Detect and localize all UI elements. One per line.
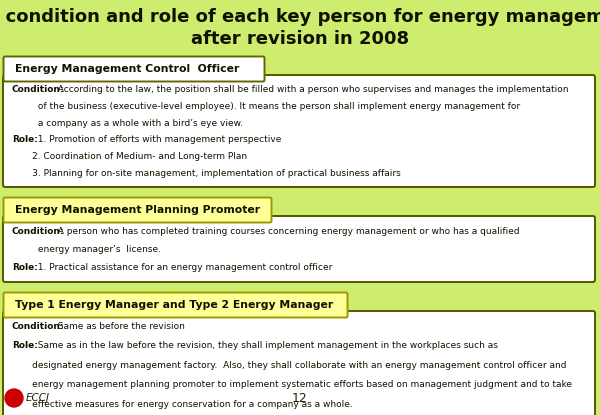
- Text: Condition:: Condition:: [12, 322, 65, 331]
- Text: Energy Management Control  Officer: Energy Management Control Officer: [15, 64, 239, 74]
- Text: after revision in 2008: after revision in 2008: [191, 30, 409, 48]
- Text: ECCJ: ECCJ: [26, 393, 50, 403]
- Text: Role:: Role:: [12, 136, 38, 144]
- FancyBboxPatch shape: [4, 56, 265, 81]
- Text: 3. Planning for on-site management, implementation of practical business affairs: 3. Planning for on-site management, impl…: [12, 169, 401, 178]
- Text: of the business (executive-level employee). It means the person shall implement : of the business (executive-level employe…: [12, 102, 520, 111]
- Text: energy manager’s  license.: energy manager’s license.: [12, 245, 161, 254]
- Text: 2. Coordination of Medium- and Long-term Plan: 2. Coordination of Medium- and Long-term…: [12, 152, 247, 161]
- Text: According to the law, the position shall be filled with a person who supervises : According to the law, the position shall…: [52, 85, 569, 95]
- FancyBboxPatch shape: [3, 75, 595, 187]
- FancyBboxPatch shape: [3, 311, 595, 415]
- Text: energy management planning promoter to implement systematic efforts based on man: energy management planning promoter to i…: [12, 380, 572, 389]
- Text: 12: 12: [292, 391, 308, 405]
- FancyBboxPatch shape: [4, 198, 271, 222]
- Text: Condition:: Condition:: [12, 227, 65, 236]
- Text: 1. Promotion of efforts with management perspective: 1. Promotion of efforts with management …: [32, 136, 281, 144]
- Text: Same as in the law before the revision, they shall implement management in the w: Same as in the law before the revision, …: [32, 341, 498, 350]
- Text: 1. Practical assistance for an energy management control officer: 1. Practical assistance for an energy ma…: [32, 263, 332, 272]
- Text: Energy Management Planning Promoter: Energy Management Planning Promoter: [15, 205, 260, 215]
- Text: A person who has completed training courses concerning energy management or who : A person who has completed training cour…: [52, 227, 520, 236]
- Text: Condition:: Condition:: [12, 85, 65, 95]
- Text: Role:: Role:: [12, 341, 38, 350]
- Text: a company as a whole with a bird’s eye view.: a company as a whole with a bird’s eye v…: [12, 119, 243, 128]
- Text: effective measures for energy conservation for a company as a whole.: effective measures for energy conservati…: [12, 400, 353, 408]
- Circle shape: [5, 389, 23, 407]
- Text: The condition and role of each key person for energy management: The condition and role of each key perso…: [0, 8, 600, 26]
- Text: designated energy management factory.  Also, they shall collaborate with an ener: designated energy management factory. Al…: [12, 361, 566, 370]
- FancyBboxPatch shape: [4, 293, 347, 317]
- FancyBboxPatch shape: [3, 216, 595, 282]
- Text: Type 1 Energy Manager and Type 2 Energy Manager: Type 1 Energy Manager and Type 2 Energy …: [15, 300, 333, 310]
- Text: Same as before the revision: Same as before the revision: [52, 322, 185, 331]
- Text: Role:: Role:: [12, 263, 38, 272]
